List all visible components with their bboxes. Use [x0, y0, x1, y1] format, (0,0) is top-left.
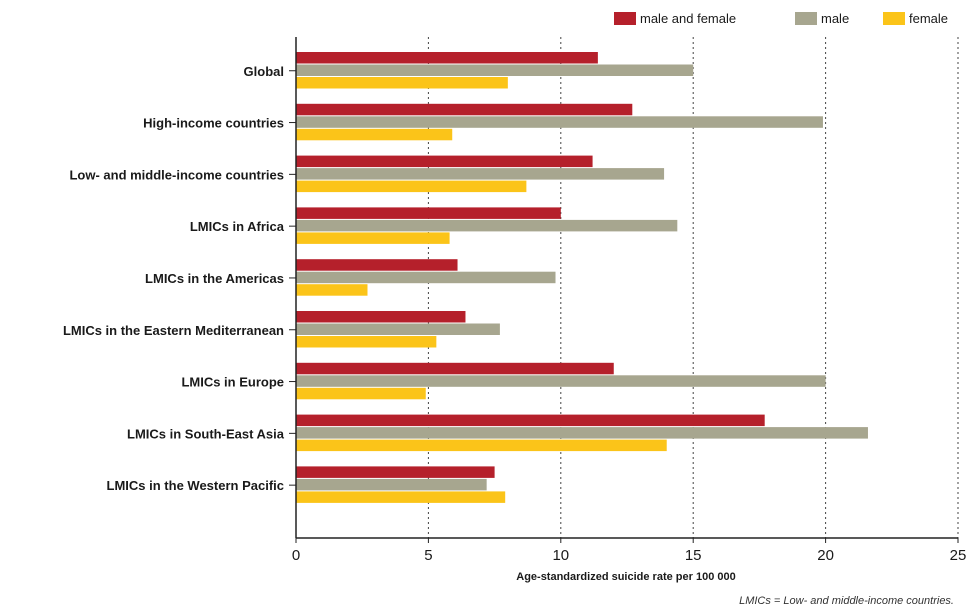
bar [296, 77, 508, 89]
category-label: High-income countries [143, 116, 284, 131]
gridlines [427, 37, 959, 538]
category-label: LMICs in the Eastern Mediterranean [63, 323, 284, 338]
category-label: Low- and middle-income countries [69, 167, 284, 182]
bar [296, 64, 694, 76]
bar [296, 427, 868, 439]
legend-swatch [795, 12, 817, 25]
bar [296, 491, 506, 503]
bar [296, 207, 561, 219]
bar [296, 232, 450, 244]
x-tick-label: 5 [424, 547, 432, 564]
legend-swatch [614, 12, 636, 25]
x-tick-label: 10 [552, 547, 569, 564]
x-tick-labels: 0 5 10 15 20 25 [292, 547, 966, 564]
legend-swatch [883, 12, 905, 25]
bar [296, 387, 426, 400]
bar [296, 180, 527, 193]
bar [296, 478, 487, 491]
bar [296, 155, 593, 168]
category-label: LMICs in Europe [181, 375, 284, 390]
category-label: Global [244, 64, 284, 79]
legend: male and female male female [614, 11, 948, 26]
bar [296, 466, 495, 478]
bar [296, 323, 500, 335]
legend-label: male and female [640, 11, 736, 26]
bar [296, 271, 556, 284]
bar [296, 259, 458, 271]
bar [296, 311, 466, 323]
bar [296, 128, 453, 141]
legend-label: male [821, 11, 849, 26]
bar [296, 284, 368, 296]
bar [296, 439, 667, 452]
bar [296, 336, 437, 348]
axes [289, 37, 959, 543]
bar [296, 375, 826, 387]
category-label: LMICs in South-East Asia [127, 426, 285, 441]
bar [296, 168, 665, 180]
x-tick-label: 15 [685, 547, 702, 564]
category-label: LMICs in Africa [190, 219, 285, 234]
bar [296, 362, 614, 375]
bar [296, 116, 823, 128]
footnote: LMICs = Low- and middle-income countries… [739, 595, 954, 607]
category-label: LMICs in the Western Pacific [107, 478, 284, 493]
x-tick-label: 25 [950, 547, 966, 564]
x-tick-label: 0 [292, 547, 300, 564]
x-axis-title: Age-standardized suicide rate per 100 00… [516, 571, 735, 583]
legend-label: female [909, 11, 948, 26]
category-label: LMICs in the Americas [145, 271, 284, 286]
x-tick-label: 20 [817, 547, 834, 564]
bar [296, 103, 633, 116]
bars [296, 52, 868, 503]
bar [296, 414, 765, 427]
bar [296, 52, 598, 64]
category-labels: Global High-income countries Low- and midd… [63, 64, 285, 493]
bar [296, 219, 678, 232]
